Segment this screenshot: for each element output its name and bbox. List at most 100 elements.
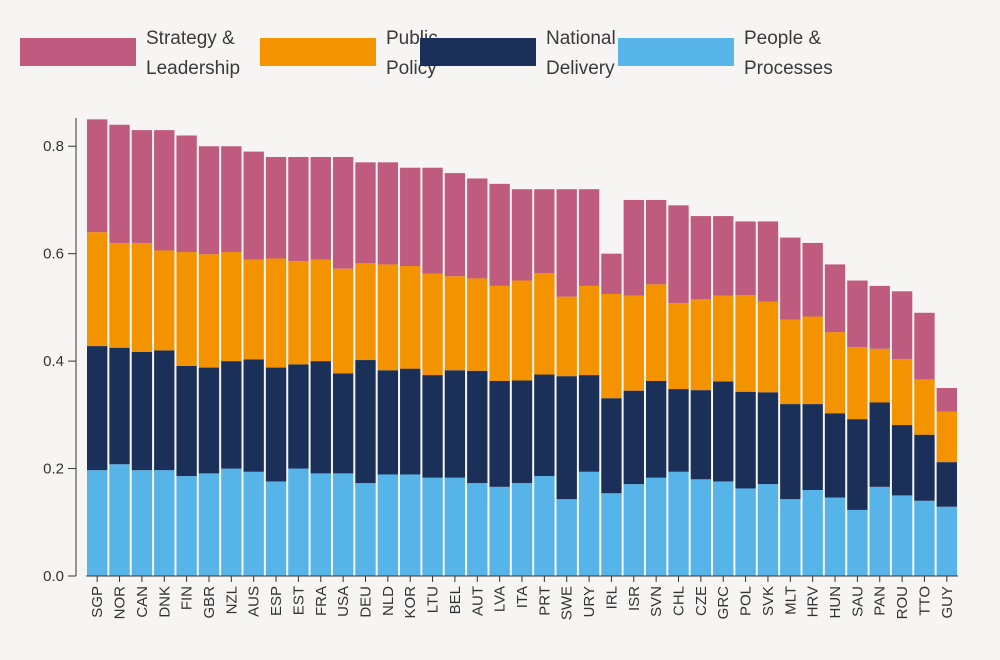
bar-sgp-strategy-leadership bbox=[87, 119, 108, 233]
bar-prt-people-processes bbox=[534, 476, 555, 576]
bar-fra-people-processes bbox=[310, 473, 331, 576]
bar-group-nld bbox=[377, 162, 399, 576]
bar-ita-public-policy bbox=[511, 280, 533, 381]
bar-fin-people-processes bbox=[176, 476, 197, 576]
bar-nzl-national-delivery bbox=[221, 361, 242, 469]
bar-sau-national-delivery bbox=[847, 419, 868, 510]
bar-ita-strategy-leadership bbox=[511, 189, 533, 281]
y-tick-label: 0.4 bbox=[43, 353, 64, 370]
bar-cze-strategy-leadership bbox=[690, 216, 712, 300]
bar-nor-people-processes bbox=[109, 464, 130, 576]
bar-pan-strategy-leadership bbox=[869, 285, 890, 349]
bar-guy-strategy-leadership bbox=[936, 387, 957, 412]
bar-group-hun bbox=[824, 264, 846, 576]
x-tick-label-mlt: MLT bbox=[782, 586, 799, 615]
bar-ury-national-delivery bbox=[578, 375, 600, 472]
bar-dnk-national-delivery bbox=[154, 350, 175, 471]
bar-aut-people-processes bbox=[467, 483, 488, 576]
bar-sgp-national-delivery bbox=[87, 346, 108, 471]
x-tick-label-sgp: SGP bbox=[89, 586, 106, 618]
x-tick-label-est: EST bbox=[290, 586, 307, 615]
bar-aus-public-policy bbox=[243, 259, 264, 360]
bar-ury-public-policy bbox=[578, 285, 600, 376]
bar-swe-people-processes bbox=[556, 499, 577, 576]
bar-group-sau bbox=[847, 280, 868, 576]
bar-cze-national-delivery bbox=[690, 390, 712, 480]
bar-isr-public-policy bbox=[623, 295, 644, 391]
bar-fra-national-delivery bbox=[310, 361, 331, 474]
bar-group-grc bbox=[713, 216, 734, 576]
bar-usa-national-delivery bbox=[332, 373, 354, 474]
bar-nor-national-delivery bbox=[109, 347, 130, 465]
bar-group-isr bbox=[623, 199, 644, 576]
bar-guy-public-policy bbox=[936, 411, 957, 463]
bar-chl-people-processes bbox=[668, 471, 689, 576]
x-tick-label-deu: DEU bbox=[357, 586, 374, 618]
legend-label-people-processes: People & bbox=[744, 28, 821, 49]
bar-group-guy bbox=[936, 387, 957, 576]
bar-group-lva bbox=[489, 183, 510, 576]
bar-svn-people-processes bbox=[645, 477, 667, 576]
bar-group-deu bbox=[355, 162, 376, 576]
x-tick-label-nor: NOR bbox=[112, 586, 129, 620]
bar-isr-strategy-leadership bbox=[623, 199, 644, 296]
bar-aus-national-delivery bbox=[243, 359, 264, 472]
bar-rou-national-delivery bbox=[891, 425, 913, 496]
bar-pan-people-processes bbox=[869, 486, 890, 576]
bar-chl-national-delivery bbox=[668, 389, 689, 472]
bar-aut-public-policy bbox=[467, 278, 488, 371]
bar-svk-public-policy bbox=[757, 301, 779, 393]
bar-ltu-people-processes bbox=[422, 477, 443, 576]
bar-group-aut bbox=[467, 178, 488, 576]
legend-swatch-public-policy bbox=[260, 38, 376, 66]
bar-usa-public-policy bbox=[332, 268, 354, 374]
x-tick-label-dnk: DNK bbox=[156, 586, 173, 618]
bar-chl-public-policy bbox=[668, 303, 689, 390]
bar-isr-people-processes bbox=[623, 484, 644, 576]
bar-swe-national-delivery bbox=[556, 376, 577, 500]
bar-sgp-public-policy bbox=[87, 232, 108, 347]
bar-nzl-strategy-leadership bbox=[221, 146, 242, 253]
bar-group-pan bbox=[869, 285, 890, 576]
x-tick-label-pan: PAN bbox=[872, 586, 889, 616]
bar-group-pol bbox=[735, 221, 756, 576]
bar-nzl-public-policy bbox=[221, 252, 242, 362]
bar-ury-people-processes bbox=[578, 471, 600, 576]
bar-group-fra bbox=[310, 156, 331, 576]
bar-gbr-people-processes bbox=[198, 473, 220, 576]
bar-nor-public-policy bbox=[109, 242, 130, 348]
bar-deu-people-processes bbox=[355, 483, 376, 576]
x-tick-label-irl: IRL bbox=[603, 586, 620, 609]
bar-est-strategy-leadership bbox=[288, 156, 309, 262]
bar-est-public-policy bbox=[288, 261, 309, 365]
bar-swe-strategy-leadership bbox=[556, 189, 577, 297]
x-tick-label-grc: GRC bbox=[715, 586, 732, 620]
x-tick-label-hrv: HRV bbox=[805, 586, 822, 617]
bar-group-dnk bbox=[154, 130, 175, 576]
bar-hun-public-policy bbox=[824, 332, 846, 414]
bar-kor-national-delivery bbox=[400, 368, 421, 475]
bar-nld-people-processes bbox=[377, 474, 399, 576]
bar-esp-strategy-leadership bbox=[265, 156, 287, 259]
bar-fin-strategy-leadership bbox=[176, 135, 197, 253]
bar-tto-national-delivery bbox=[914, 434, 935, 501]
bar-sau-people-processes bbox=[847, 509, 868, 576]
bar-ltu-strategy-leadership bbox=[422, 167, 443, 274]
bar-gbr-national-delivery bbox=[198, 367, 220, 474]
bar-rou-public-policy bbox=[891, 358, 913, 426]
bar-tto-public-policy bbox=[914, 379, 935, 435]
y-tick-label: 0.8 bbox=[43, 138, 64, 155]
legend-swatch-strategy-leadership bbox=[20, 38, 136, 66]
x-tick-label-guy: GUY bbox=[939, 586, 956, 619]
bar-mlt-strategy-leadership bbox=[780, 237, 801, 320]
x-tick-label-nzl: NZL bbox=[223, 586, 240, 614]
bar-gbr-public-policy bbox=[198, 254, 220, 368]
bar-fra-strategy-leadership bbox=[310, 156, 331, 260]
bar-group-tto bbox=[914, 312, 935, 576]
bar-aus-people-processes bbox=[243, 471, 264, 576]
x-tick-label-sau: SAU bbox=[849, 586, 866, 617]
bar-group-rou bbox=[891, 291, 913, 576]
bar-aut-strategy-leadership bbox=[467, 178, 488, 279]
